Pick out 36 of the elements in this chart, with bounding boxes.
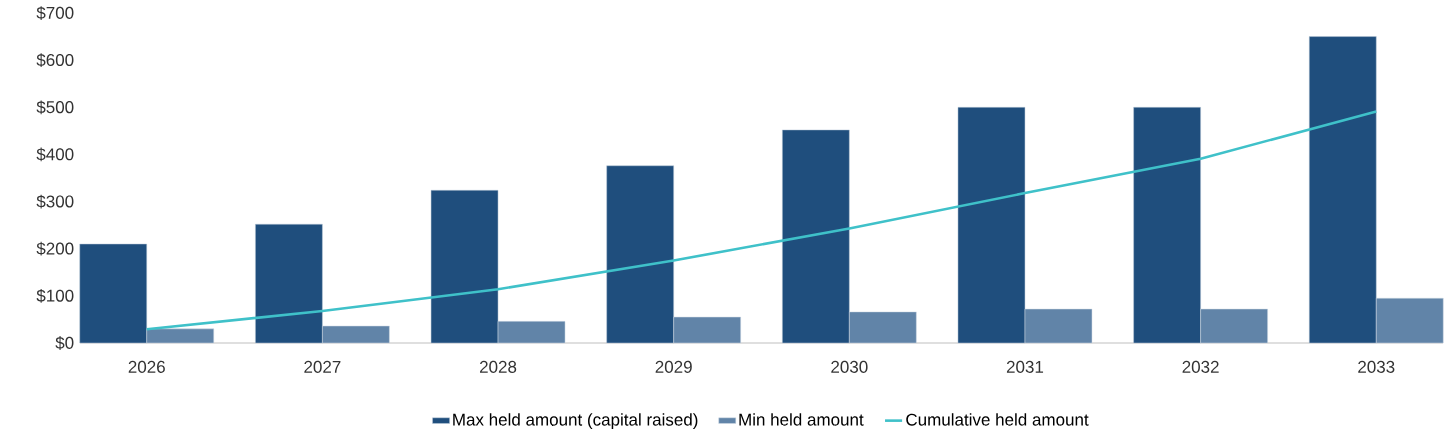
bar [957, 107, 1026, 344]
bar [1133, 107, 1201, 344]
x-tick-label: 2033 [1358, 360, 1395, 373]
y-tick-label: $500 [36, 100, 74, 115]
y-tick-label: $300 [36, 194, 74, 209]
y-tick-label: $200 [36, 241, 74, 256]
y-tick-label: $700 [36, 6, 74, 20]
y-tick-label: $0 [55, 336, 74, 350]
legend-label: Max held amount (capital raised) [453, 413, 698, 430]
bar [673, 316, 741, 344]
legend-label: Min held amount [739, 413, 864, 426]
y-tick-label: $400 [36, 147, 74, 162]
x-tick-label: 2027 [304, 360, 341, 373]
bar [322, 325, 390, 344]
bar [782, 129, 850, 344]
y-tick-label: $100 [36, 288, 74, 303]
line-series [145, 110, 1378, 331]
x-tick-label: 2031 [1006, 360, 1044, 373]
x-tick-label: 2028 [479, 360, 517, 373]
bar [1200, 308, 1268, 344]
x-tick-label: 2029 [655, 360, 692, 373]
bar [146, 328, 214, 344]
bar [1309, 36, 1377, 344]
bar [1376, 297, 1444, 344]
bar [497, 321, 566, 344]
y-tick-label: $600 [36, 53, 74, 68]
x-tick-label: 2032 [1182, 360, 1219, 373]
bar [255, 223, 323, 344]
bar [430, 190, 499, 344]
bar [1024, 308, 1093, 344]
x-tick-label: 2026 [128, 360, 165, 373]
bar [606, 165, 674, 344]
x-tick-label: 2030 [831, 360, 868, 373]
bar [849, 311, 917, 344]
legend-label: Cumulative held amount [906, 413, 1089, 426]
bar [79, 243, 147, 344]
